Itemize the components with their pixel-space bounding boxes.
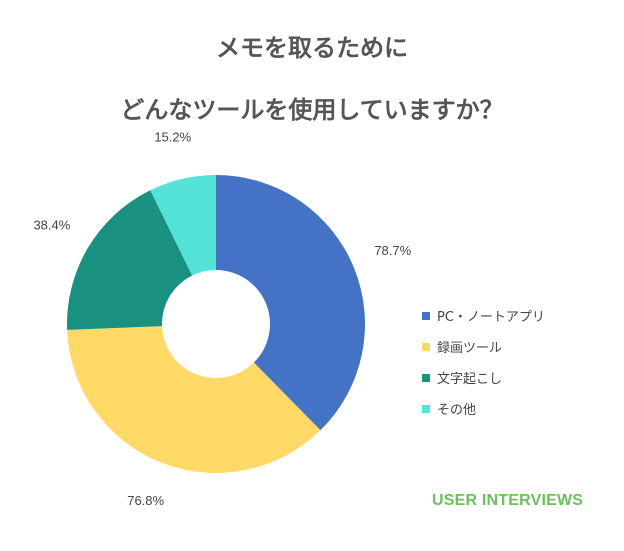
- legend-item-recording-tool: 録画ツール: [422, 331, 545, 362]
- slice-other: [150, 175, 216, 276]
- slice-recording-tool: [67, 326, 321, 473]
- legend-swatch: [422, 404, 430, 413]
- slice-transcription: [67, 190, 193, 330]
- legend-item-transcription: 文字起こし: [422, 362, 545, 393]
- legend-label: 文字起こし: [437, 372, 503, 387]
- chart-title-line1: メモを取るために: [216, 34, 408, 62]
- legend-label: 録画ツール: [437, 341, 503, 356]
- chart-title-line2: どんなツールを使用していますか？: [120, 96, 504, 124]
- chart-slice-labels: 78.7% 76.8% 38.4% 15.2%: [33, 129, 411, 508]
- data-label-recording-tool: 76.8%: [127, 493, 164, 508]
- legend-swatch: [422, 311, 430, 320]
- legend-item-pc-note-app: PC・ノートアプリ: [422, 300, 545, 331]
- legend-label: PC・ノートアプリ: [437, 310, 545, 325]
- brand-logo-text: USER INTERVIEWS: [432, 492, 584, 509]
- data-label-pc-note-app: 78.7%: [374, 243, 411, 258]
- data-label-other: 15.2%: [154, 129, 191, 144]
- legend-swatch: [422, 342, 430, 351]
- legend-label: その他: [437, 403, 477, 418]
- chart-legend: PC・ノートアプリ 録画ツール 文字起こし その他: [422, 300, 545, 424]
- slice-pc-note-app: [216, 175, 365, 431]
- legend-swatch: [422, 373, 430, 382]
- legend-item-other: その他: [422, 393, 545, 424]
- chart-slices: [67, 175, 365, 473]
- data-label-transcription: 38.4%: [33, 218, 70, 233]
